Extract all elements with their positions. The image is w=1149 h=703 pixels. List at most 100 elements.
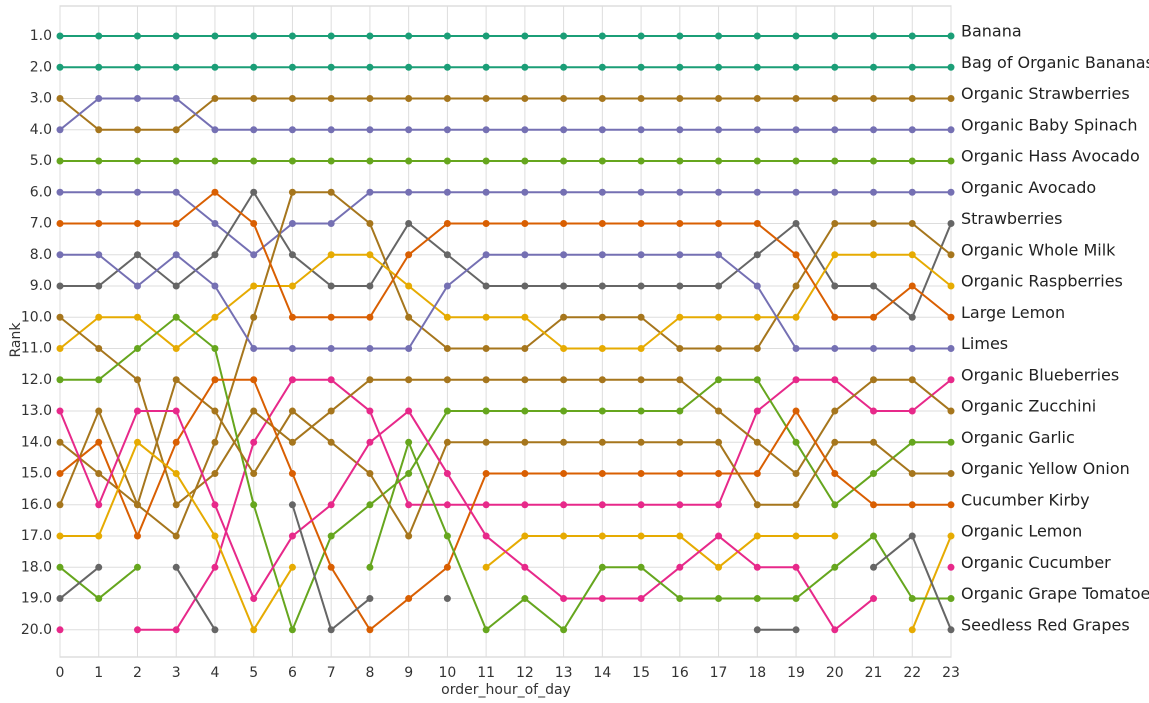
x-tick-label: 0 [56,665,65,681]
point [250,313,258,321]
point [715,470,723,478]
point [908,626,916,634]
point [405,63,413,71]
x-tick-label: 10 [438,665,456,681]
point [753,595,761,603]
point [676,501,684,509]
point [211,251,219,259]
point [715,438,723,446]
point [560,595,568,603]
x-tick-label: 6 [288,665,297,681]
point [405,438,413,446]
point [405,501,413,509]
series-label: Large Lemon [961,303,1065,322]
point [327,532,335,540]
point [870,313,878,321]
point [172,32,180,40]
point [753,188,761,196]
series-line [59,378,951,539]
point [211,470,219,478]
point [366,188,374,196]
y-tick-label: 9.0 [30,278,52,294]
x-tick-label: 7 [327,665,336,681]
point [405,313,413,321]
point [598,438,606,446]
point [366,376,374,384]
point [405,470,413,478]
point [327,126,335,134]
point [676,313,684,321]
point [831,563,839,571]
point [172,251,180,259]
point [560,282,568,290]
point [676,251,684,259]
point [366,313,374,321]
point [172,438,180,446]
point [598,95,606,103]
point [405,220,413,228]
point [637,63,645,71]
point [598,126,606,134]
point [288,220,296,228]
point [715,532,723,540]
point [250,595,258,603]
point [366,251,374,259]
point [947,376,955,384]
point [133,282,141,290]
y-axis-label: Rank [8,322,24,358]
point [95,63,103,71]
x-axis-label: order_hour_of_day [441,682,571,698]
point [637,438,645,446]
point [676,95,684,103]
point [753,282,761,290]
point [288,282,296,290]
point [95,345,103,353]
point [753,532,761,540]
point [250,63,258,71]
point [831,626,839,634]
point [521,470,529,478]
point [288,32,296,40]
point [560,220,568,228]
point [288,532,296,540]
point [715,345,723,353]
point [947,157,955,165]
point [172,563,180,571]
point [327,501,335,509]
point [443,63,451,71]
point [366,63,374,71]
point [443,220,451,228]
point [908,376,916,384]
point [753,126,761,134]
point [792,282,800,290]
point [133,220,141,228]
point [95,95,103,103]
point [172,407,180,415]
point [482,95,490,103]
point [870,563,878,571]
point [831,32,839,40]
point [753,438,761,446]
point [676,407,684,415]
point [482,438,490,446]
point [947,220,955,228]
point [908,501,916,509]
point [327,438,335,446]
point [56,470,64,478]
point [560,63,568,71]
point [405,126,413,134]
point [443,345,451,353]
point [172,95,180,103]
point [133,313,141,321]
point [172,501,180,509]
point [95,376,103,384]
point [288,470,296,478]
point [676,220,684,228]
point [560,188,568,196]
x-tick-label: 13 [555,665,573,681]
point [637,220,645,228]
series-label: Limes [961,334,1008,353]
y-tick-label: 1.0 [30,28,52,44]
point [95,313,103,321]
point [831,220,839,228]
